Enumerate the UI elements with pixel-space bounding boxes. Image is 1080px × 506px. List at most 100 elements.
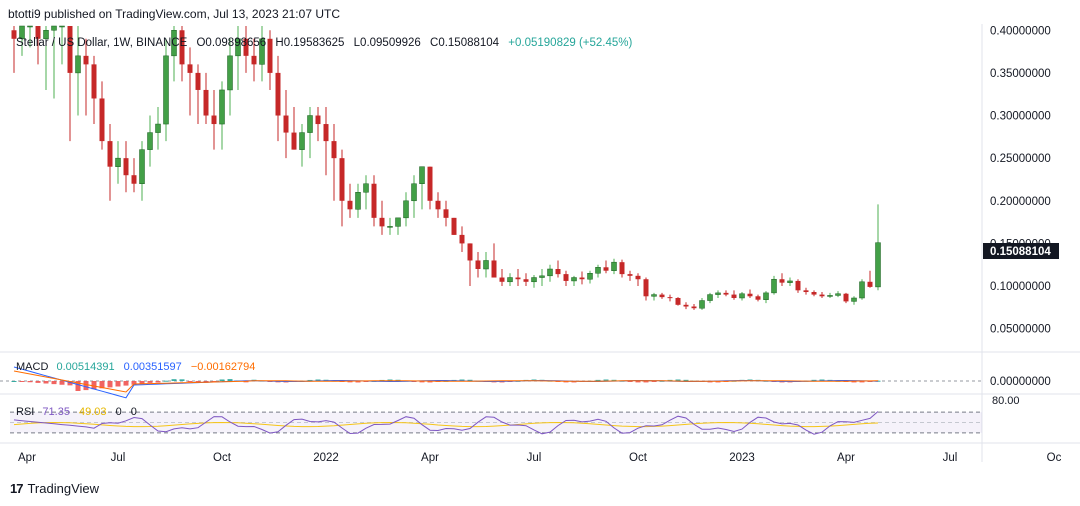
- macd-histogram-bar: [627, 381, 633, 382]
- candle-body: [387, 226, 393, 228]
- rsi-legend: RSI 71.35 49.03 0 0: [16, 406, 137, 418]
- candle-body: [251, 55, 257, 65]
- candles: [11, 25, 881, 310]
- macd-histogram-bar: [635, 381, 641, 383]
- x-tick-label: Jul: [943, 452, 958, 464]
- y-tick-label: 0.30000000: [990, 111, 1051, 123]
- x-tick-label: Jul: [527, 452, 542, 464]
- candle-body: [379, 217, 385, 227]
- candle-body: [339, 158, 345, 201]
- macd-histogram-bar: [819, 379, 825, 381]
- candle-body: [499, 277, 505, 282]
- candle-body: [51, 25, 57, 31]
- candle-body: [323, 124, 329, 142]
- macd-histogram-bar: [107, 381, 113, 388]
- candle-body: [651, 294, 657, 297]
- y-tick-label: 0.35000000: [990, 68, 1051, 80]
- candle-body: [779, 279, 785, 283]
- macd-histogram-bar: [603, 379, 609, 381]
- candle-body: [539, 275, 545, 278]
- candle-body: [371, 183, 377, 218]
- macd-histogram-bar: [139, 381, 145, 384]
- candle-body: [731, 294, 737, 298]
- candle-body: [627, 274, 633, 276]
- y-tick-label: 0.40000000: [990, 25, 1051, 37]
- chart-area[interactable]: 0.00000000 80.00 0.05000000 0.10000000 0.1…: [0, 24, 1080, 474]
- macd-histogram-bar: [171, 379, 177, 381]
- macd-histogram-bar: [467, 379, 473, 381]
- x-tick-label: 2023: [729, 452, 755, 464]
- candle-body: [483, 260, 489, 270]
- tradingview-footer[interactable]: 17 TradingView: [10, 481, 99, 496]
- candle-body: [859, 281, 865, 299]
- macd-histogram-bar: [163, 380, 169, 382]
- candle-body: [571, 277, 577, 282]
- candle-body: [27, 25, 33, 28]
- candle-body: [707, 294, 713, 301]
- candle-body: [299, 132, 305, 150]
- candle-body: [507, 277, 513, 283]
- macd-histogram-bar: [131, 381, 137, 385]
- price-tag: 0.15088104: [990, 246, 1051, 258]
- candle-body: [555, 269, 561, 275]
- candle-body: [835, 293, 841, 296]
- rsi-line: [13, 411, 879, 435]
- macd-histogram-bar: [355, 381, 361, 383]
- candle-body: [723, 292, 729, 295]
- macd-histogram-bar: [83, 381, 89, 391]
- macd-legend: MACD 0.00514391 0.00351597 −0.00162794: [16, 361, 255, 373]
- candle-body: [611, 261, 617, 271]
- macd-histogram-bar: [307, 379, 313, 381]
- macd-histogram-bar: [99, 381, 105, 389]
- candle-body: [675, 297, 681, 305]
- candle-body: [331, 141, 337, 159]
- macd-histogram-bar: [51, 381, 57, 385]
- candle-body: [83, 55, 89, 65]
- candle-body: [459, 234, 465, 244]
- candle-body: [867, 281, 873, 287]
- candle-body: [763, 292, 769, 300]
- candle-body: [35, 26, 41, 39]
- candle-body: [307, 115, 313, 133]
- macd-histogram-bar: [683, 379, 689, 381]
- candle-body: [203, 89, 209, 116]
- candle-body: [363, 183, 369, 193]
- rsi-pane: 80.00: [10, 395, 1020, 435]
- macd-histogram-bar: [59, 381, 65, 385]
- candle-body: [75, 55, 81, 74]
- candle-body: [179, 30, 185, 65]
- candle-body: [603, 267, 609, 271]
- macd-histogram-bar: [859, 381, 865, 383]
- candle-body: [875, 242, 881, 288]
- candle-body: [395, 217, 401, 227]
- macd-histogram-bar: [43, 381, 49, 384]
- candle-body: [275, 72, 281, 116]
- macd-histogram-bar: [811, 379, 817, 381]
- candle-body: [291, 132, 297, 150]
- candle-body: [755, 296, 761, 300]
- candlestick-chart[interactable]: 0.00000000 80.00 0.05000000 0.10000000 0.1…: [0, 24, 1080, 474]
- candle-body: [531, 277, 537, 283]
- candle-body: [243, 38, 249, 56]
- candle-body: [619, 262, 625, 275]
- candle-body: [139, 149, 145, 184]
- macd-histogram-bar: [155, 381, 161, 383]
- macd-histogram-bar: [651, 381, 657, 382]
- candle-body: [747, 293, 753, 297]
- x-tick-label: Apr: [421, 452, 439, 464]
- candle-body: [67, 26, 73, 73]
- candle-body: [547, 268, 553, 277]
- x-tick-label: Jul: [111, 452, 126, 464]
- candle-body: [579, 277, 585, 280]
- x-tick-label: Oc: [1047, 452, 1062, 464]
- candle-body: [115, 157, 121, 167]
- price-tag-bg: [983, 243, 1059, 259]
- macd-histogram-bar: [851, 381, 857, 383]
- candle-body: [347, 200, 353, 210]
- candle-body: [147, 132, 153, 150]
- macd-histogram-bar: [419, 381, 425, 383]
- signal-line: [13, 370, 879, 393]
- macd-histogram-bar: [195, 381, 201, 383]
- candle-body: [595, 267, 601, 274]
- macd-histogram-bar: [595, 379, 601, 381]
